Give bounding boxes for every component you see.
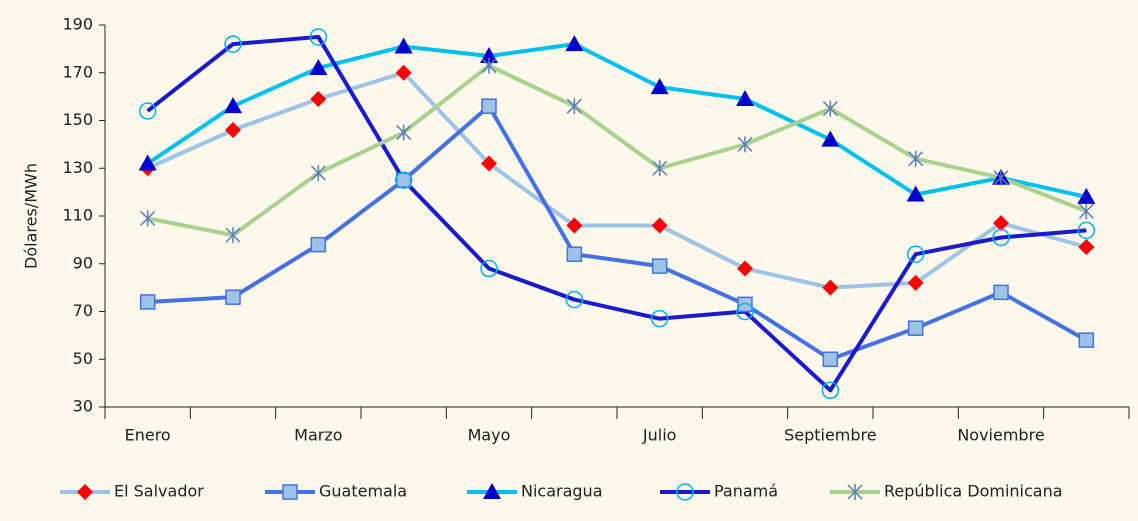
data-point <box>138 102 157 120</box>
legend-label: Guatemala <box>319 482 407 501</box>
y-tick-label: 90 <box>73 253 93 272</box>
y-tick-label: 130 <box>62 158 93 177</box>
series-line <box>146 70 1087 290</box>
data-point <box>993 215 1009 232</box>
legend-label: Panamá <box>714 482 778 501</box>
data-point <box>822 100 838 117</box>
series-line <box>146 42 1087 199</box>
legend-item: Guatemala <box>265 482 407 501</box>
series-line <box>147 104 1088 362</box>
data-point <box>394 171 413 189</box>
data-point <box>566 98 582 115</box>
data-point <box>394 37 413 54</box>
legend-item: Panamá <box>660 482 778 501</box>
data-point <box>225 122 241 139</box>
data-point <box>993 284 1009 301</box>
x-tick-label: Enero <box>125 426 171 445</box>
data-point <box>309 28 328 46</box>
x-tick-label: Marzo <box>294 426 342 445</box>
legend-item: República Dominicana <box>830 482 1063 501</box>
data-point <box>395 172 412 188</box>
data-point <box>821 381 840 400</box>
y-tick-label: 190 <box>62 15 93 34</box>
x-tick-label: Julio <box>642 426 677 445</box>
x-tick-label: Noviembre <box>957 426 1044 445</box>
data-point <box>992 228 1010 247</box>
data-point <box>736 90 754 107</box>
data-point <box>138 154 157 171</box>
data-point <box>1078 332 1095 348</box>
data-point <box>821 130 840 147</box>
data-point <box>481 57 497 74</box>
series-line <box>147 63 1088 238</box>
legend-item: El Salvador <box>60 482 204 501</box>
data-point <box>309 58 328 75</box>
y-tick-label: 170 <box>62 62 93 81</box>
data-point <box>737 296 753 313</box>
legend-label: República Dominicana <box>884 482 1063 501</box>
data-point <box>396 124 412 141</box>
data-point <box>650 309 669 328</box>
data-point <box>907 274 924 291</box>
data-point <box>651 217 668 234</box>
data-point <box>1078 239 1095 256</box>
data-point <box>906 185 925 202</box>
data-point <box>310 236 327 253</box>
legend-label: Nicaragua <box>521 482 603 501</box>
data-point <box>224 35 242 53</box>
x-tick-label: Septiembre <box>784 426 877 445</box>
legend-marker <box>282 484 298 500</box>
data-point <box>1077 221 1096 240</box>
legend-marker <box>847 484 863 500</box>
data-point <box>480 47 498 64</box>
legend-marker <box>77 484 93 500</box>
data-point <box>736 302 754 321</box>
data-point <box>566 217 583 234</box>
data-point <box>822 351 839 367</box>
data-point <box>565 35 584 52</box>
data-point <box>907 320 924 336</box>
data-point <box>225 289 241 305</box>
data-point <box>481 155 497 172</box>
data-point <box>652 160 668 177</box>
x-tick-label: Mayo <box>468 426 511 445</box>
data-point <box>737 260 753 277</box>
data-point <box>737 136 753 153</box>
data-point <box>480 259 498 278</box>
data-point <box>140 210 156 227</box>
data-point <box>139 294 156 310</box>
series-line <box>146 34 1087 393</box>
y-tick-label: 30 <box>73 397 93 416</box>
data-point <box>1078 203 1094 220</box>
legend-item: Nicaragua <box>467 482 603 501</box>
data-point <box>651 258 668 274</box>
data-point <box>395 64 412 81</box>
data-point <box>310 91 327 108</box>
data-point <box>906 245 925 263</box>
data-point <box>566 246 583 262</box>
y-tick-label: 150 <box>62 110 93 129</box>
legend-marker <box>676 483 694 501</box>
data-point <box>908 150 924 167</box>
legend-marker <box>483 483 501 499</box>
data-point <box>481 98 497 114</box>
y-tick-label: 110 <box>62 206 93 225</box>
data-point <box>650 78 669 95</box>
legend-label: El Salvador <box>114 482 204 501</box>
y-tick-label: 70 <box>73 301 93 320</box>
data-point <box>224 97 242 114</box>
data-point <box>310 165 326 182</box>
data-point <box>822 279 839 296</box>
data-point <box>1077 187 1096 204</box>
data-point <box>565 290 584 309</box>
data-point <box>993 169 1009 186</box>
y-tick-label: 50 <box>73 349 93 368</box>
data-point <box>225 227 241 244</box>
y-axis-label: Dólares/MWh <box>22 163 41 269</box>
